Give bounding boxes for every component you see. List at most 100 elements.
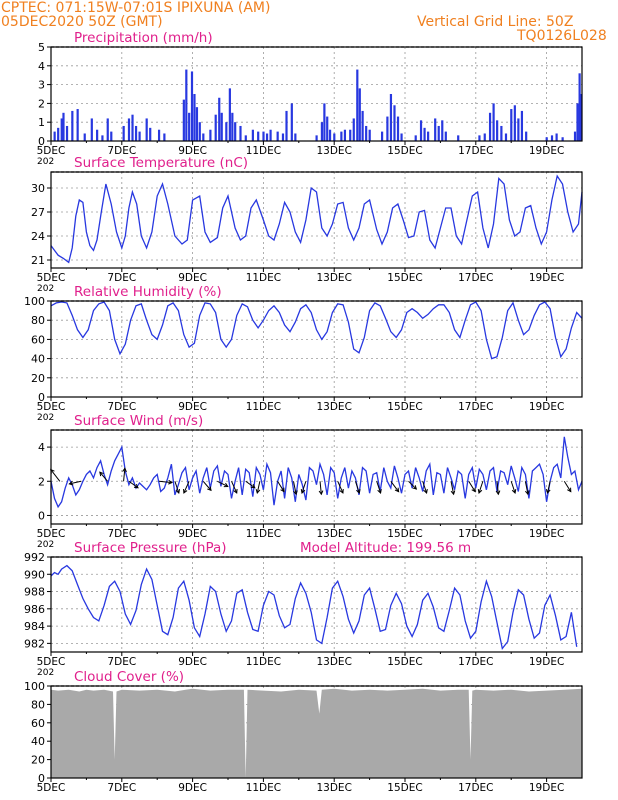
pres-xtick-label: 19DEC	[529, 656, 564, 668]
precip-bar	[228, 88, 231, 141]
wind-xtick-label: 19DEC	[529, 528, 564, 540]
pres-ytick-label: 988	[24, 586, 45, 599]
precip-bar	[294, 133, 297, 141]
wind-vector-head	[133, 483, 139, 489]
precip-bar	[550, 135, 554, 141]
cloud-title: Cloud Cover (%)	[74, 669, 184, 685]
precip-bar	[239, 125, 242, 141]
precip-bar	[96, 129, 99, 141]
precip-bar	[202, 133, 205, 141]
wind-xtick-label: 11DEC	[246, 528, 281, 540]
precip-bar	[326, 116, 329, 141]
wind-vector-head	[511, 488, 517, 494]
precip-bar	[157, 129, 161, 141]
rh-ytick-label: 20	[31, 372, 45, 385]
precip-bar	[110, 131, 113, 141]
wind-vector	[69, 480, 82, 485]
precip-bar	[365, 125, 368, 141]
wind-vector	[301, 481, 307, 494]
temp-ytick-label: 27	[31, 206, 45, 219]
precip-bar	[555, 133, 558, 141]
wind-xtick-label: 7DEC	[107, 528, 136, 540]
precip-xtick-label: 9DEC	[178, 145, 207, 157]
rh-xtick-label: 17DEC	[458, 401, 493, 413]
precip-bar	[561, 137, 564, 141]
temp-frame	[50, 171, 583, 269]
wind-vector-head	[356, 488, 361, 494]
pres-xtick-label: 9DEC	[178, 656, 207, 668]
cloud-ytick-label: 0	[38, 772, 45, 785]
precip-bar	[209, 129, 212, 141]
precip-bar	[419, 120, 423, 141]
precip-bar	[573, 131, 577, 141]
wind-vector-head	[293, 490, 298, 496]
precip-bar	[65, 125, 69, 141]
wind-vector-head	[280, 487, 285, 493]
precip-bar	[257, 131, 260, 141]
wind-vector-head	[223, 482, 229, 488]
precip-bar	[262, 131, 265, 141]
wind-xtick-label: 17DEC	[458, 528, 493, 540]
precip-bar	[504, 133, 508, 141]
precip-bar	[333, 133, 336, 141]
precip-bar	[131, 114, 134, 141]
precip-bar	[251, 129, 254, 141]
wind-vector	[231, 481, 238, 494]
rh-title: Relative Humidity (%)	[74, 284, 222, 300]
precip-bar	[60, 118, 63, 141]
pres-xtick-label: 17DEC	[458, 656, 493, 668]
precip-bar	[400, 133, 403, 141]
wind-vector	[408, 480, 417, 490]
precip-bar	[580, 94, 583, 141]
wind-vector	[158, 480, 173, 484]
precip-bar	[457, 135, 460, 141]
precip-bar	[368, 129, 371, 141]
cloud-area	[51, 688, 582, 778]
pres-xtick-label: 15DEC	[387, 656, 422, 668]
precip-bar	[525, 131, 528, 141]
precip-bar	[231, 112, 234, 141]
pres-panel	[47, 556, 583, 656]
wind-xtick-label: 15DEC	[387, 528, 422, 540]
precip-bar	[188, 112, 191, 141]
precip-bar	[358, 88, 361, 141]
precip-bar	[71, 110, 74, 141]
temp-xtick-label: 9DEC	[178, 272, 207, 284]
precip-bar	[134, 125, 138, 141]
cloud-ytick-label: 60	[31, 717, 45, 730]
wind-vector	[524, 481, 529, 495]
precip-bar	[393, 105, 396, 141]
precip-bar	[576, 103, 579, 141]
precip-bar	[478, 135, 481, 141]
cloud-xtick-label: 19DEC	[529, 782, 564, 794]
pres-year-fragment: 202	[37, 668, 54, 678]
precip-panel	[47, 46, 583, 145]
precip-bar	[434, 118, 437, 141]
cloud-xtick-label: 15DEC	[387, 782, 422, 794]
precip-bar	[578, 73, 581, 141]
station-line: CPTEC: 071:15W-07:01S IPIXUNA (AM)	[1, 0, 271, 16]
cloud-panel	[47, 685, 583, 782]
precip-bar	[269, 129, 272, 141]
precip-bar	[101, 135, 104, 141]
precip-bar	[380, 131, 384, 141]
precip-bar	[414, 135, 417, 141]
precip-bar	[500, 125, 503, 141]
pres-xtick-label: 7DEC	[107, 656, 136, 668]
wind-vector-head	[412, 485, 418, 490]
wind-series-line	[50, 436, 583, 509]
precip-xtick-label: 19DEC	[529, 145, 564, 157]
precip-bar	[320, 122, 324, 141]
wind-vector	[496, 481, 499, 495]
precip-bar	[198, 122, 201, 141]
rh-xtick-label: 19DEC	[529, 401, 564, 413]
wind-vector-head	[318, 490, 324, 496]
wind-vector-head	[477, 488, 483, 494]
temp-ytick-label: 21	[31, 254, 45, 267]
precip-bar	[214, 114, 217, 141]
precip-bar	[76, 109, 79, 141]
rh-ytick-label: 80	[31, 314, 45, 327]
wind-vector-head	[250, 483, 256, 489]
precip-bar	[483, 133, 486, 141]
wind-vector	[376, 481, 382, 494]
